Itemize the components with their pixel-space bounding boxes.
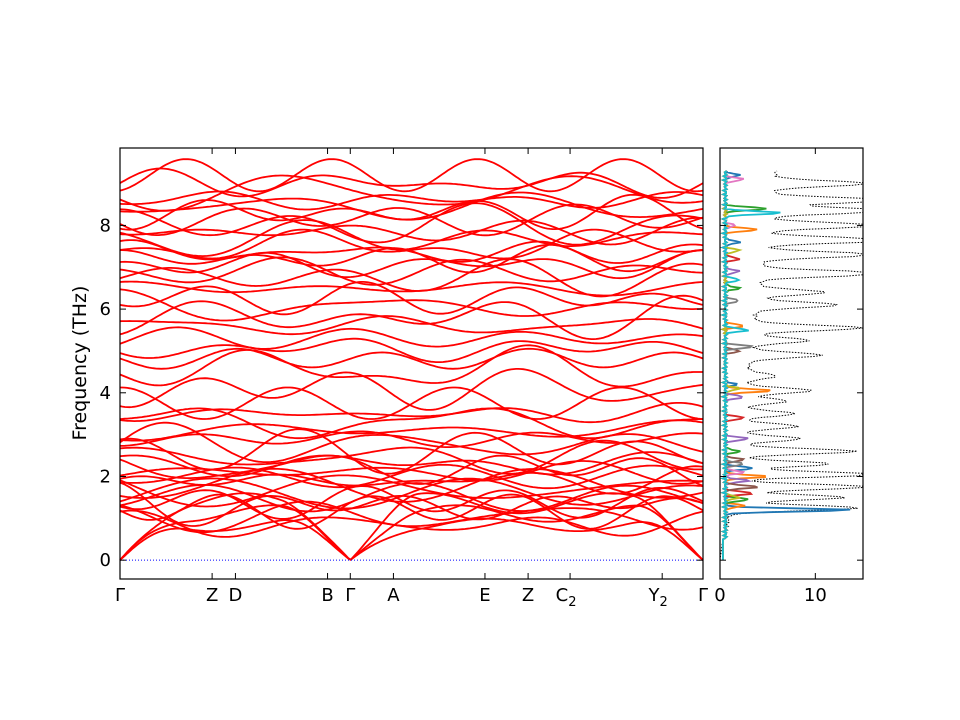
- dos-x-tick-label: 0: [714, 585, 725, 606]
- partial-dos-line: [720, 171, 851, 561]
- optical-band-line: [119, 337, 704, 363]
- dos-plot-frame: [719, 147, 864, 580]
- optical-band-line: [119, 219, 704, 258]
- optical-band-line: [119, 239, 704, 264]
- optical-band-line: [119, 481, 704, 527]
- optical-band-line: [119, 202, 704, 246]
- dos-x-tick-label: 10: [804, 585, 827, 606]
- optical-band-line: [120, 386, 704, 420]
- acoustic-band-line: [119, 517, 704, 561]
- optical-band-line: [119, 294, 704, 340]
- optical-band-line: [119, 467, 704, 503]
- optical-band-line: [119, 428, 704, 475]
- q-point-label: Z: [206, 585, 218, 606]
- q-point-label: Γ: [698, 585, 708, 606]
- y-tick-label: 6: [100, 299, 111, 320]
- y-tick-label: 0: [100, 550, 111, 571]
- q-point-label: C2: [556, 585, 577, 610]
- optical-band-line: [119, 203, 704, 237]
- y-tick-label: 4: [100, 383, 111, 404]
- optical-band-line: [119, 256, 704, 286]
- optical-band-line: [119, 217, 704, 246]
- optical-band-line: [119, 451, 704, 478]
- total-dos-line: [719, 170, 864, 561]
- optical-band-line: [119, 465, 704, 495]
- optical-band-line: [119, 158, 704, 193]
- q-point-label: E: [479, 585, 490, 606]
- optical-band-line: [119, 249, 703, 280]
- optical-band-line: [119, 402, 704, 424]
- q-point-subscript: 2: [568, 595, 576, 610]
- optical-band-line: [119, 228, 704, 260]
- optical-band-line: [119, 477, 704, 510]
- q-point-label: Γ: [345, 585, 355, 606]
- optical-band-line: [119, 347, 704, 370]
- partial-dos-line: [720, 170, 767, 561]
- optical-band-line: [119, 174, 704, 212]
- optical-band-line: [119, 315, 704, 336]
- q-point-label: B: [321, 585, 333, 606]
- band-plot-frame: [119, 147, 704, 580]
- optical-band-line: [119, 281, 704, 316]
- q-point-label: Z: [522, 585, 534, 606]
- q-point-label: A: [387, 585, 400, 606]
- optical-band-line: [119, 368, 704, 411]
- y-tick-label: 8: [100, 215, 111, 236]
- optical-band-line: [119, 439, 704, 475]
- q-point-subscript: 2: [660, 595, 668, 610]
- dos-lines-group: [719, 170, 864, 561]
- dos-axis-ticks: 0 10: [714, 148, 863, 606]
- optical-band-line: [119, 493, 704, 530]
- q-point-label: Γ: [115, 585, 125, 606]
- optical-band-line: [119, 419, 704, 442]
- band-lines-group: [119, 158, 704, 561]
- q-point-label: D: [228, 585, 242, 606]
- optical-band-line: [120, 430, 704, 448]
- optical-band-line: [119, 407, 704, 440]
- y-axis-label: Frequency (THz): [69, 286, 91, 441]
- q-point-label: Y2: [648, 585, 668, 610]
- optical-band-line: [119, 485, 704, 520]
- partial-dos-line: [720, 170, 781, 561]
- dos-panel: 0 10: [714, 147, 864, 606]
- optical-band-line: [119, 326, 704, 350]
- optical-band-line: [119, 509, 704, 538]
- optical-band-line: [119, 191, 704, 221]
- optical-band-line: [119, 344, 703, 388]
- y-tick-label: 2: [100, 466, 111, 487]
- optical-band-line: [119, 167, 704, 199]
